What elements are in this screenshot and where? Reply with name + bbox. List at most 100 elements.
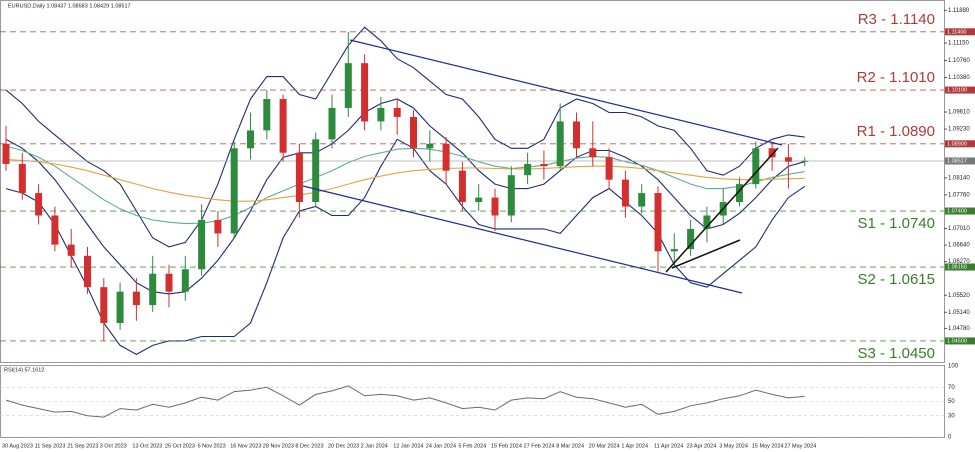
x-tick-label: 24 Jan 2024 (426, 443, 456, 449)
candle-body (344, 63, 352, 108)
candle-body (768, 148, 776, 158)
x-tick-label: 25 Oct 2023 (165, 443, 195, 449)
candle-body (132, 291, 140, 306)
level-label: S3 - 1.0450 (857, 345, 935, 362)
candle-body (638, 193, 646, 207)
candle-body (165, 273, 173, 292)
candle-body (491, 197, 499, 216)
level-axis-label: 1.04500 (947, 338, 967, 344)
y-tick-label: 1.05140 (948, 310, 970, 316)
x-tick-label: 30 Aug 2023 (2, 443, 33, 449)
x-tick-label: 20 Mar 2024 (589, 443, 620, 449)
x-tick-label: 1 Apr 2024 (621, 443, 648, 449)
candle-body (621, 179, 629, 207)
candle-body (475, 197, 483, 203)
candle-body (263, 99, 271, 131)
x-tick-label: 8 Mar 2024 (556, 443, 584, 449)
x-tick-label: 3 Oct 2023 (100, 443, 127, 449)
level-label: S2 - 1.0615 (857, 271, 935, 288)
candle-body (279, 99, 287, 153)
candle-body (328, 107, 336, 140)
candle-body (801, 160, 809, 162)
chart-title: EURUSD,Daily 1.08437 1.08583 1.08429 1.0… (8, 3, 131, 9)
level-axis-label: 1.11400 (947, 29, 966, 35)
x-tick-label: 6 Nov 2023 (198, 443, 226, 449)
indicator-line (5, 158, 805, 202)
indicator-line (5, 26, 805, 248)
candle-body (752, 148, 760, 185)
x-tick-label: 12 Jan 2024 (393, 443, 423, 449)
candle-body (589, 148, 597, 158)
current-price-label: 1.08517 (947, 158, 967, 164)
rsi-title: RSI(14) 57.1612 (4, 367, 44, 373)
rsi-line (5, 385, 805, 418)
candle-body (458, 170, 466, 203)
y-tick-label: 1.10380 (948, 75, 970, 81)
trend-line (671, 239, 741, 269)
candle-body (295, 152, 303, 203)
level-label: R2 - 1.1010 (857, 69, 935, 86)
level-axis-label: 1.10100 (947, 88, 967, 94)
y-tick-label: 1.11150 (948, 41, 969, 47)
candle-body (540, 163, 548, 167)
candle-body (605, 157, 613, 180)
x-tick-label: 3 May 2024 (719, 443, 748, 449)
level-axis-box (945, 207, 975, 215)
level-axis-box (945, 337, 975, 345)
level-axis-label: 1.06150 (947, 264, 967, 270)
plot: 1.11880 1.11150 1.10760 1.10380 1.09610 1.092… (0, 8, 975, 449)
x-tick-label: 8 Dec 2023 (295, 443, 323, 449)
x-tick-label: 21 Sep 2023 (67, 443, 98, 449)
level-axis-box (945, 86, 975, 94)
x-tick-label: 16 Nov 2023 (230, 443, 261, 449)
candle-body (442, 143, 450, 171)
candle-body (51, 215, 59, 245)
candle-body (393, 107, 401, 117)
y-tick-label: 1.07760 (948, 192, 970, 198)
x-tick-label: 27 May 2024 (784, 443, 816, 449)
level-axis-label: 1.07400 (947, 208, 967, 214)
candle-body (573, 121, 580, 149)
x-tick-label: 20 Dec 2023 (328, 443, 359, 449)
candle-body (556, 121, 564, 167)
x-tick-label: 15 May 2024 (752, 443, 784, 449)
indicator-line (5, 145, 805, 225)
candle-body (2, 143, 10, 164)
x-tick-label: 11 Apr 2024 (654, 443, 683, 449)
candle-body (247, 130, 254, 149)
level-axis-label: 1.08900 (947, 141, 967, 147)
y-tick-label: 1.04780 (948, 326, 970, 332)
y-tick-label: 1.05520 (948, 293, 970, 299)
y-tick-label: 1.06640 (948, 243, 970, 249)
current-price-box (945, 157, 975, 165)
y-tick-label: 1.09610 (948, 110, 970, 116)
y-tick-label: 50 (948, 399, 955, 405)
trend-line (665, 147, 779, 273)
x-tick-label: 27 Feb 2024 (524, 443, 555, 449)
candle-body (116, 291, 124, 324)
candle-body (507, 175, 515, 216)
y-tick-label: 0 (948, 435, 952, 441)
candle-body (736, 184, 743, 203)
y-tick-label: 1.08140 (948, 175, 970, 181)
y-tick-label: 1.11880 (948, 8, 970, 14)
indicator-line (5, 98, 805, 295)
channel-upper (349, 39, 783, 146)
candle-body (703, 215, 711, 229)
level-label: R1 - 1.0890 (857, 123, 935, 140)
candle-body (654, 193, 662, 252)
candle-body (426, 143, 434, 149)
level-label: R3 - 1.1140 (858, 11, 935, 28)
level-label: S1 - 1.0740 (857, 215, 935, 232)
level-axis-box (945, 263, 975, 271)
x-tick-label: 23 Apr 2024 (687, 443, 717, 449)
candle-body (35, 193, 43, 216)
y-tick-label: 30 (948, 413, 955, 419)
candle-body (181, 269, 189, 292)
y-tick-label: 1.09230 (948, 127, 970, 133)
y-tick-label: 1.07010 (948, 226, 970, 232)
candle-body (524, 163, 532, 176)
candle-body (312, 139, 320, 203)
candle-body (361, 63, 369, 122)
candle-body (214, 219, 222, 234)
